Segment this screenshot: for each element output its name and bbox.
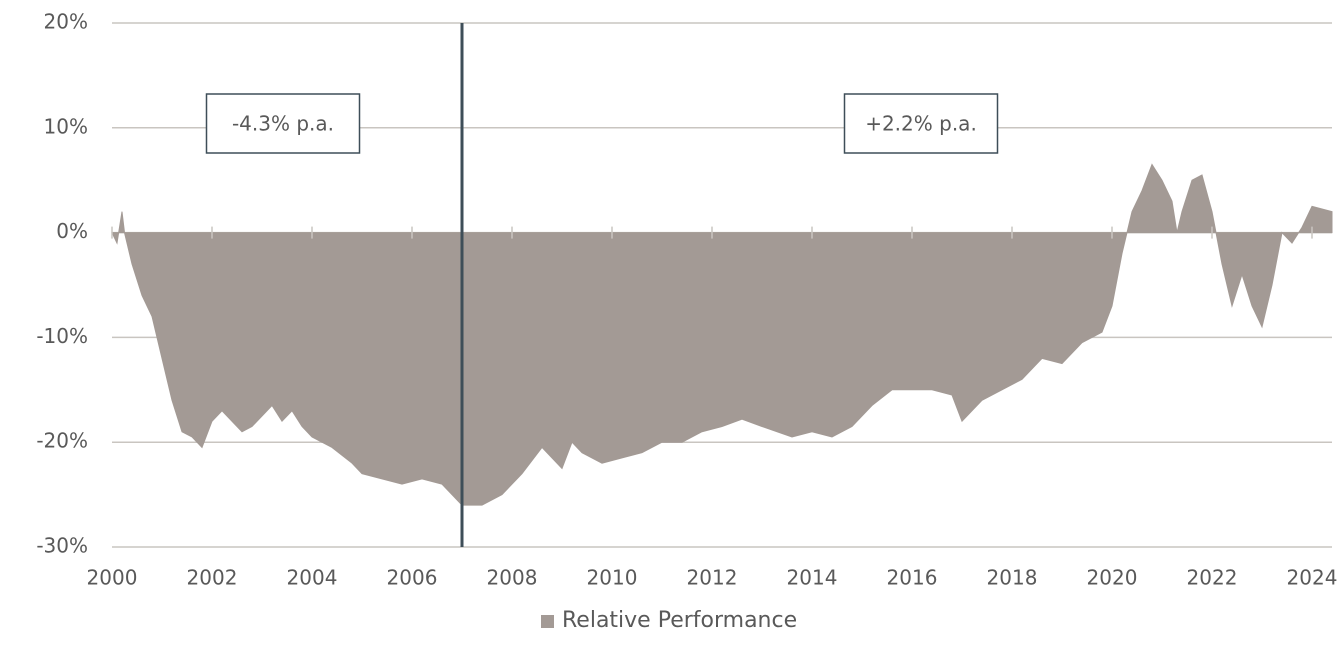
x-tick-label: 2022 (1187, 566, 1238, 590)
annotation-box (205, 93, 361, 154)
annotation: +2.2% p.a. (865, 112, 977, 136)
legend-label: Relative Performance (562, 608, 797, 633)
x-tick-label: 2000 (87, 566, 138, 590)
x-tick-label: 2018 (987, 566, 1038, 590)
x-tick-label: 2002 (187, 566, 238, 590)
x-tick-label: 2012 (687, 566, 738, 590)
x-tick-label: 2006 (387, 566, 438, 590)
y-tick-label: -30% (36, 534, 88, 558)
x-tick-label: 2024 (1287, 566, 1338, 590)
y-tick-label: 10% (44, 114, 88, 138)
y-tick-label: -20% (36, 429, 88, 453)
x-tick-label: 2010 (587, 566, 638, 590)
x-tick-label: 2014 (787, 566, 838, 590)
x-tick-label: 2020 (1087, 566, 1138, 590)
x-tick-label: 2004 (287, 566, 338, 590)
y-tick-label: 0% (56, 219, 88, 243)
x-tick-label: 2016 (887, 566, 938, 590)
area (111, 163, 1333, 506)
legend-swatch (541, 615, 554, 628)
x-tick-label: 2008 (487, 566, 538, 590)
annotation-box (843, 93, 999, 154)
annotation: -4.3% p.a. (232, 112, 334, 136)
y-tick-label: 20% (44, 10, 88, 34)
y-tick-label: -10% (36, 324, 88, 348)
